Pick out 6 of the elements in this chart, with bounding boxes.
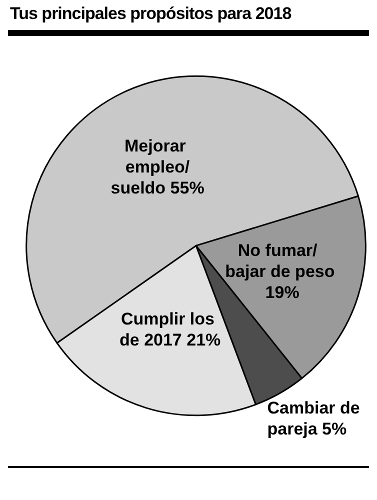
slice-label: Mejorar empleo/sueldo 55% <box>110 136 204 198</box>
chart-title: Tus principales propósitos para 2018 <box>10 4 292 24</box>
data-label: 19% <box>260 283 300 302</box>
slice-label: Cumplir los de 2017 21% <box>120 310 221 350</box>
slice-label: No fumar/ bajar de peso <box>225 241 335 282</box>
slice-label: Cambiar de pareja 5% <box>267 398 365 438</box>
